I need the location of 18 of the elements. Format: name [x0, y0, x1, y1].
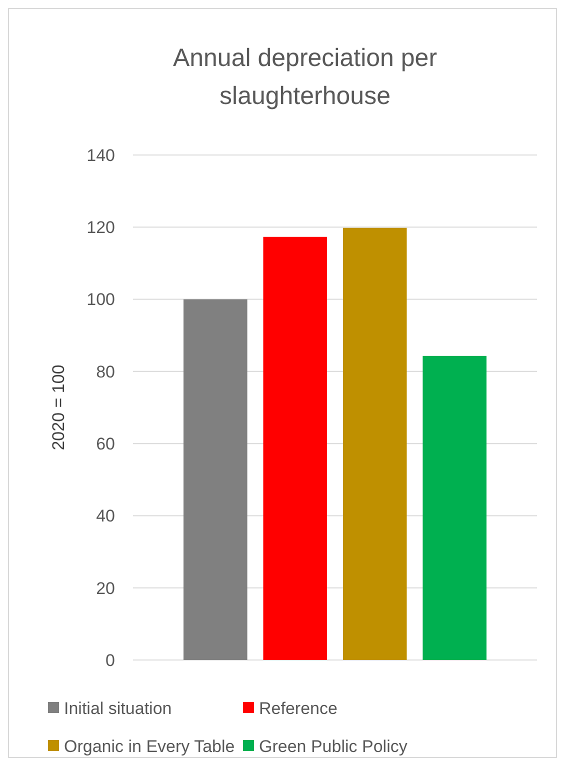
legend-label: Initial situation [64, 698, 172, 718]
y-axis-title: 2020 = 100 [48, 364, 68, 450]
y-tick-label: 100 [86, 290, 115, 310]
y-tick-label: 60 [96, 434, 115, 454]
bar [263, 236, 328, 660]
legend-label: Organic in Every Table [64, 736, 235, 756]
bar [184, 299, 248, 660]
y-tick-label: 0 [106, 650, 115, 670]
legend-label: Green Public Policy [259, 736, 408, 756]
bar [422, 356, 486, 660]
legend-label: Reference [259, 698, 338, 718]
chart-title: Annual depreciation per slaughterhouse [172, 44, 438, 110]
y-tick-label: 40 [96, 506, 115, 526]
y-tick-label: 20 [96, 578, 115, 598]
bar [342, 228, 407, 660]
y-tick-label: 120 [86, 218, 115, 238]
y-tick-label: 80 [96, 362, 115, 382]
y-tick-label: 140 [86, 146, 115, 165]
